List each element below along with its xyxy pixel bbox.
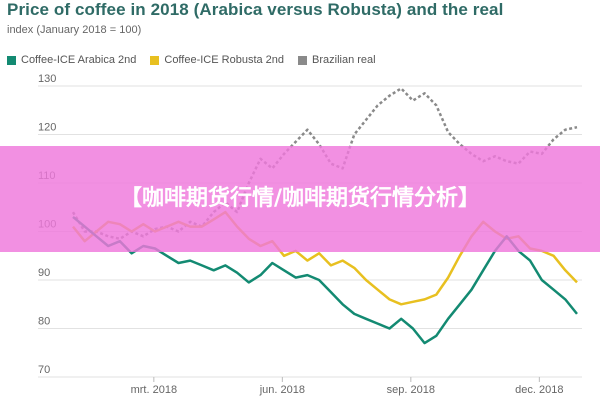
x-tick-label: sep. 2018: [387, 384, 435, 396]
legend-swatch-robusta: [150, 55, 160, 65]
legend-item-brazilian-real: Brazilian real: [298, 54, 376, 66]
y-tick-label: 90: [38, 267, 50, 279]
legend-label-brazilian-real: Brazilian real: [312, 54, 376, 66]
chart-subtitle: index (January 2018 = 100): [7, 24, 142, 36]
chart-title: Price of coffee in 2018 (Arabica versus …: [7, 0, 504, 19]
y-tick-label: 80: [38, 316, 50, 328]
y-tick-label: 70: [38, 364, 50, 376]
x-axis-ticks: mrt. 2018 jun. 2018 sep. 2018 dec. 2018: [131, 377, 564, 396]
promo-banner-text: 【咖啡期货行情/咖啡期货行情分析】: [119, 186, 481, 211]
legend-item-robusta: Coffee-ICE Robusta 2nd: [150, 54, 284, 66]
x-tick-label: mrt. 2018: [131, 384, 177, 396]
legend-swatch-brazilian-real: [298, 55, 308, 65]
legend-label-arabica: Coffee-ICE Arabica 2nd: [21, 54, 137, 66]
promo-banner: 【咖啡期货行情/咖啡期货行情分析】: [0, 146, 600, 252]
x-tick-label: dec. 2018: [515, 384, 563, 396]
x-tick-label: jun. 2018: [259, 384, 305, 396]
y-tick-label: 120: [38, 122, 56, 134]
legend-swatch-arabica: [7, 55, 16, 65]
legend-label-robusta: Coffee-ICE Robusta 2nd: [164, 54, 285, 66]
chart-legend: Coffee-ICE Arabica 2nd Coffee-ICE Robust…: [7, 53, 376, 67]
y-tick-label: 130: [38, 73, 56, 85]
legend-item-arabica: Coffee-ICE Arabica 2nd: [7, 54, 136, 66]
